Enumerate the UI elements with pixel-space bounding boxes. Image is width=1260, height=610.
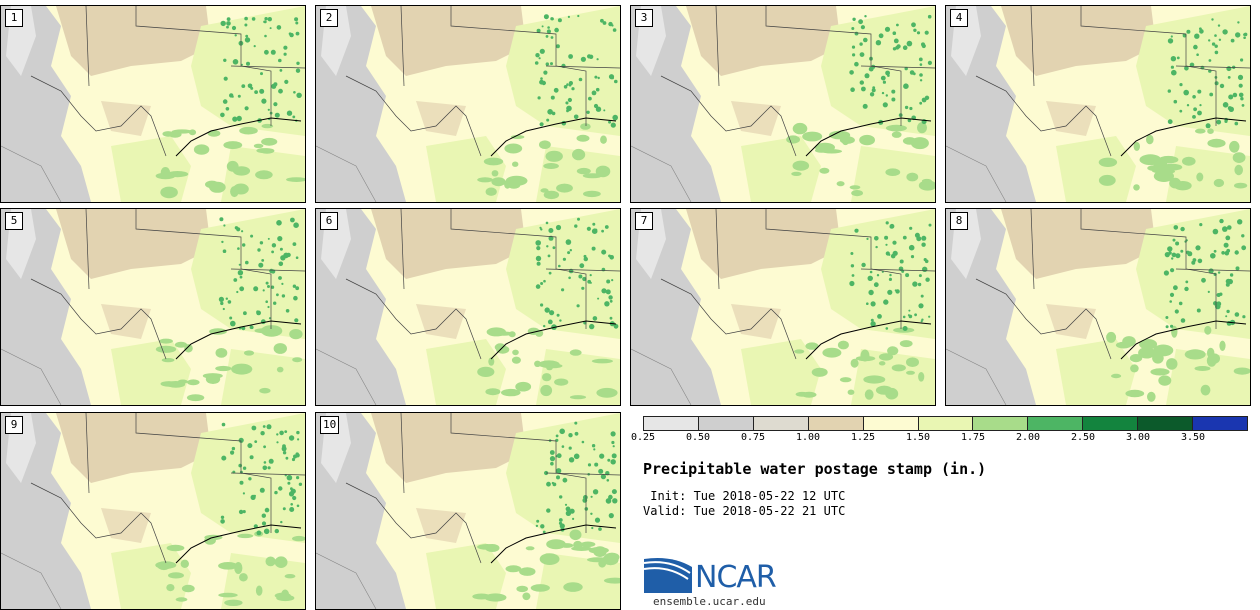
colorbar-segment	[1028, 417, 1084, 430]
colorbar-segment	[918, 417, 974, 430]
map-panel: 1	[0, 5, 306, 203]
colorbar-tick-label: 0.25	[630, 432, 656, 443]
map-panel: 4	[945, 5, 1251, 203]
map-panel: 5	[0, 208, 306, 406]
precip-water-map	[1, 413, 305, 609]
member-number: 10	[320, 416, 340, 434]
precip-water-map	[631, 6, 935, 202]
logo-text: NCAR	[695, 560, 777, 595]
site-url: ensemble.ucar.edu	[653, 595, 766, 608]
colorbar-segment	[1193, 417, 1248, 430]
colorbar-tick-label: 1.25	[850, 432, 876, 443]
precip-water-map	[946, 209, 1250, 405]
member-number: 9	[5, 416, 23, 434]
colorbar-segment	[973, 417, 1029, 430]
member-number: 7	[635, 212, 653, 230]
colorbar-tick-label: 0.50	[685, 432, 711, 443]
colorbar-tick-label: 1.50	[905, 432, 931, 443]
colorbar-segment	[1083, 417, 1139, 430]
precip-water-map	[631, 209, 935, 405]
colorbar-segment	[698, 417, 754, 430]
precip-water-map	[1, 209, 305, 405]
member-number: 6	[320, 212, 338, 230]
chart-title: Precipitable water postage stamp (in.)	[643, 460, 987, 478]
colorbar-tick-label: 1.00	[795, 432, 821, 443]
map-panel: 8	[945, 208, 1251, 406]
member-number: 8	[950, 212, 968, 230]
colorbar-labels: 0.25 0.50 0.75 1.00 1.25 1.50 1.75 2.00 2.50 3.00…	[631, 432, 1248, 446]
colorbar-tick-label: 1.75	[960, 432, 986, 443]
member-number: 1	[5, 9, 23, 27]
map-panel: 3	[630, 5, 936, 203]
colorbar-segment	[1138, 417, 1194, 430]
precip-water-map	[316, 209, 620, 405]
colorbar-segment	[863, 417, 919, 430]
map-panel: 10	[315, 412, 621, 610]
member-number: 2	[320, 9, 338, 27]
member-number: 5	[5, 212, 23, 230]
member-number: 3	[635, 9, 653, 27]
map-panel: 7	[630, 208, 936, 406]
colorbar-tick-label: 3.00	[1125, 432, 1151, 443]
colorbar	[643, 416, 1248, 431]
colorbar-tick-label: 2.00	[1015, 432, 1041, 443]
colorbar-tick-label: 3.50	[1180, 432, 1206, 443]
member-number: 4	[950, 9, 968, 27]
colorbar-tick-label: 0.75	[740, 432, 766, 443]
valid-time: Valid: Tue 2018-05-22 21 UTC	[643, 504, 846, 518]
colorbar-segment	[643, 417, 699, 430]
map-panel: 6	[315, 208, 621, 406]
colorbar-segment	[753, 417, 809, 430]
precip-water-map	[316, 6, 620, 202]
precip-water-map	[946, 6, 1250, 202]
colorbar-segment	[808, 417, 864, 430]
precip-water-map	[316, 413, 620, 609]
map-panel: 9	[0, 412, 306, 610]
ncar-logo-icon	[643, 558, 692, 593]
precip-water-map	[1, 6, 305, 202]
map-panel: 2	[315, 5, 621, 203]
init-time: Init: Tue 2018-05-22 12 UTC	[643, 489, 846, 503]
colorbar-tick-label: 2.50	[1070, 432, 1096, 443]
